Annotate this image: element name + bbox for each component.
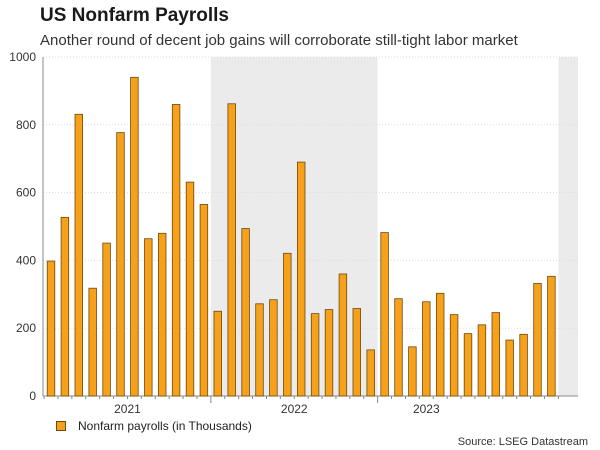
bar	[255, 303, 264, 397]
bar	[547, 275, 556, 397]
shaded-bands	[210, 57, 578, 396]
bar	[324, 309, 334, 397]
legend-label: Nonfarm payrolls (in Thousands)	[78, 419, 252, 433]
y-tick-label: 800	[16, 118, 36, 132]
y-tick-label: 200	[16, 321, 36, 335]
shaded-band-2022	[210, 57, 378, 396]
bar	[185, 181, 195, 397]
y-tick-label: 600	[16, 186, 36, 200]
bar	[491, 312, 500, 397]
bar	[310, 313, 320, 397]
bar	[408, 346, 417, 397]
bar	[352, 308, 361, 397]
bar	[519, 333, 528, 397]
bar	[241, 228, 250, 397]
bar	[463, 333, 473, 397]
bar	[157, 232, 167, 397]
bar	[74, 113, 83, 397]
x-year-label: 2023	[413, 402, 440, 416]
bar	[296, 161, 306, 397]
y-tick-label: 0	[29, 389, 36, 403]
bar	[422, 301, 431, 397]
bar	[435, 292, 445, 397]
bar	[394, 298, 403, 397]
bar	[477, 324, 487, 397]
legend-swatch	[56, 421, 66, 431]
bar	[46, 260, 56, 397]
shaded-band-2024	[558, 57, 578, 396]
source-note: Source: LSEG Datastream	[457, 436, 588, 448]
bar	[338, 273, 348, 397]
bar	[213, 310, 222, 397]
bar	[227, 103, 236, 397]
y-tick-label: 400	[16, 253, 36, 267]
bar	[380, 232, 389, 397]
bar	[449, 314, 459, 397]
y-tick-label: 1000	[9, 50, 36, 64]
chart-title: US Nonfarm Payrolls	[40, 5, 229, 26]
x-year-label: 2022	[281, 402, 308, 416]
legend: Nonfarm payrolls (in Thousands)	[56, 419, 252, 433]
bar	[269, 299, 278, 397]
bar	[533, 283, 542, 397]
bar	[130, 76, 139, 397]
bar	[144, 238, 153, 397]
bar	[102, 242, 111, 397]
chart-subtitle: Another round of decent job gains will c…	[40, 32, 518, 49]
bar	[366, 349, 375, 397]
bar	[88, 287, 97, 397]
bar	[116, 132, 125, 397]
x-year-label: 2021	[114, 402, 141, 416]
bar	[60, 216, 70, 397]
bar	[505, 339, 514, 397]
bar	[199, 204, 209, 397]
bar	[171, 104, 181, 397]
bar	[283, 252, 292, 397]
